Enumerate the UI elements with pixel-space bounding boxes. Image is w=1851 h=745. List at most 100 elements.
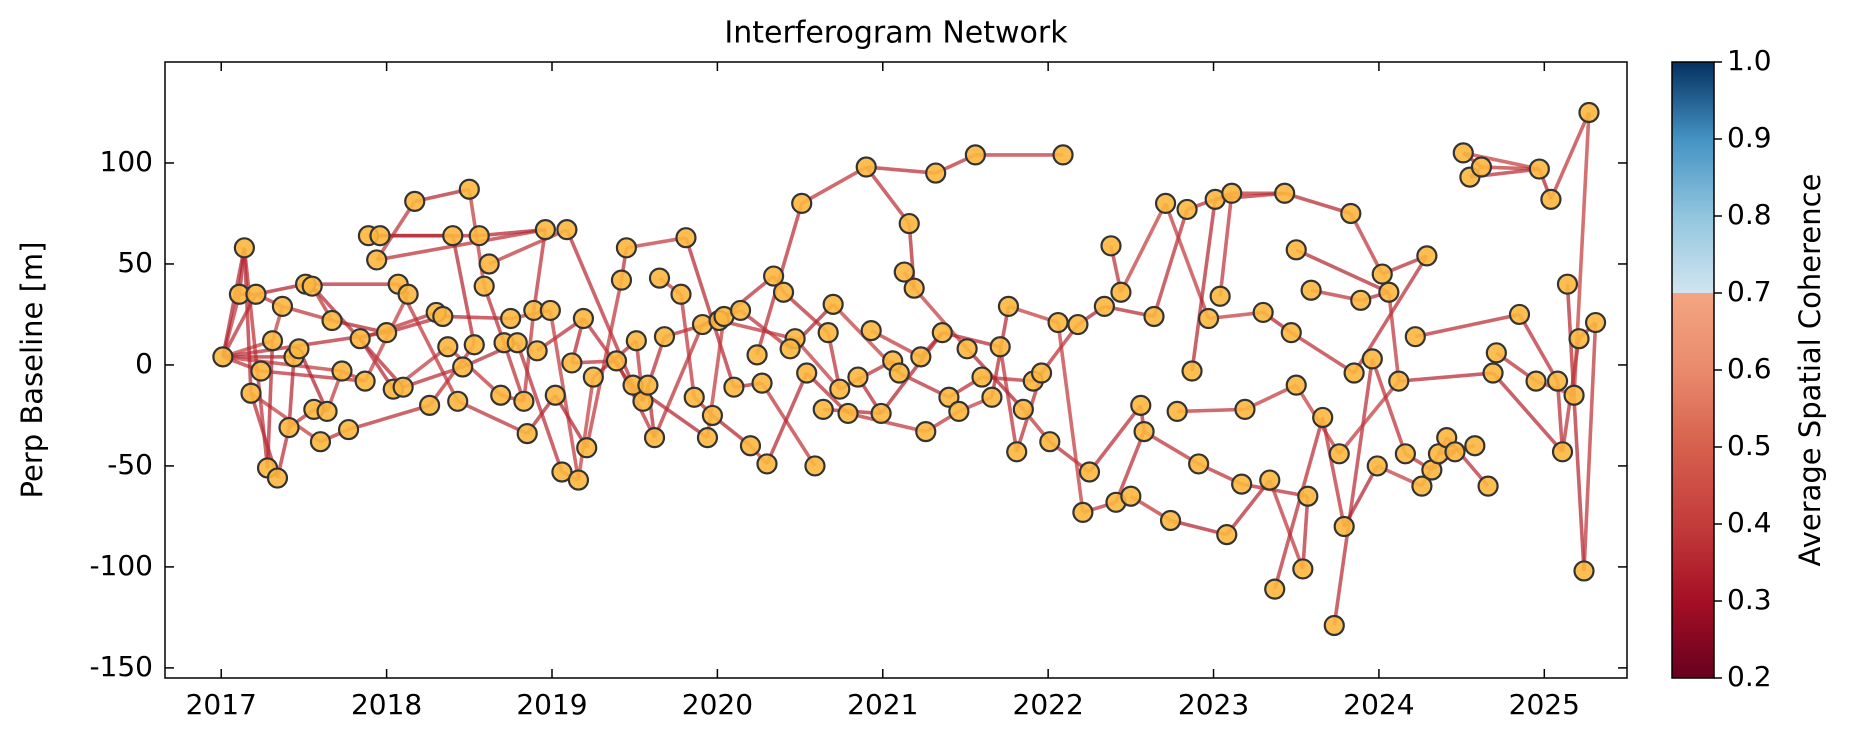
network-edge <box>1290 331 1356 375</box>
acquisition-point <box>915 421 937 443</box>
acquisition-point <box>855 156 877 178</box>
acquisition-point <box>1388 370 1410 392</box>
acquisition-point <box>701 404 724 427</box>
acquisition-point <box>643 427 666 449</box>
network-edge <box>684 237 736 388</box>
acquisition-point <box>432 305 454 328</box>
network-edge <box>866 165 936 175</box>
acquisition-point <box>1556 273 1579 295</box>
acquisition-point <box>245 283 267 305</box>
acquisition-point <box>561 352 583 374</box>
network-edge <box>864 165 911 225</box>
acquisition-point <box>637 374 659 396</box>
acquisition-point <box>746 344 768 366</box>
network-edge <box>1398 371 1494 383</box>
acquisition-point <box>490 384 512 406</box>
network-edge <box>376 227 546 262</box>
network-edge <box>451 235 477 346</box>
acquisition-point <box>526 340 548 362</box>
x-tick-label: 2017 <box>186 688 257 721</box>
acquisition-point <box>948 400 970 423</box>
acquisition-point <box>751 372 773 394</box>
y-tick-label: 50 <box>117 246 153 279</box>
network-edge <box>998 346 1019 453</box>
acquisition-point <box>653 326 676 348</box>
network-edge <box>249 391 322 444</box>
acquisition-point <box>1361 348 1383 370</box>
colorbar-tick-label: 0.2 <box>1727 660 1772 693</box>
acquisition-point <box>288 338 310 360</box>
network-edge <box>456 399 528 436</box>
network-edge <box>1190 199 1217 372</box>
acquisition-point <box>1039 431 1061 453</box>
network-edge <box>348 403 431 432</box>
edges <box>221 111 1598 626</box>
acquisition-point <box>261 330 284 352</box>
acquisition-point <box>1477 475 1499 497</box>
acquisition-point <box>349 328 371 350</box>
acquisition-point <box>452 356 474 378</box>
acquisition-point <box>1416 245 1438 267</box>
acquisition-point <box>723 376 745 398</box>
network-edge <box>1517 313 1560 383</box>
acquisition-point <box>817 322 839 344</box>
acquisition-point <box>1133 421 1155 443</box>
chart-title: Interferogram Network <box>724 16 1068 51</box>
acquisition-point <box>544 384 566 406</box>
network-edge <box>1152 208 1189 318</box>
acquisition-point <box>1159 509 1182 532</box>
network-edge <box>1565 284 1586 572</box>
acquisition-point <box>1120 485 1142 507</box>
acquisition-point <box>1470 156 1493 178</box>
acquisition-point <box>1154 192 1177 214</box>
acquisition-point <box>1052 144 1074 166</box>
acquisition-point <box>870 402 892 425</box>
acquisition-point <box>739 435 762 457</box>
network-edge <box>532 229 548 311</box>
acquisition-point <box>931 322 953 344</box>
acquisition-point <box>539 299 561 322</box>
colorbar-tick-label: 0.9 <box>1727 121 1772 154</box>
acquisition-point <box>468 225 490 247</box>
acquisition-point <box>301 275 323 297</box>
acquisition-point <box>1100 235 1122 257</box>
network-edge <box>1332 358 1375 626</box>
acquisition-point <box>1078 461 1101 483</box>
colorbar-tick-label: 0.4 <box>1727 506 1772 539</box>
acquisition-point <box>447 390 469 412</box>
acquisition-point <box>772 281 795 303</box>
acquisition-point <box>516 423 538 445</box>
colorbar-tick-label: 1.0 <box>1727 44 1772 77</box>
colorbar-tick-label: 0.8 <box>1727 198 1772 231</box>
acquisition-point <box>1584 311 1607 334</box>
network-edge <box>800 165 868 205</box>
acquisition-point <box>997 295 1020 317</box>
acquisition-point <box>478 253 500 275</box>
acquisition-point <box>938 386 960 408</box>
network-edge <box>515 342 564 473</box>
acquisition-point <box>1485 342 1507 364</box>
acquisition-point <box>1378 281 1400 303</box>
acquisition-point <box>756 453 778 475</box>
acquisition-point <box>605 350 628 372</box>
acquisition-point <box>1323 614 1345 637</box>
acquisition-point <box>463 334 485 356</box>
acquisition-point <box>1143 305 1165 328</box>
network-edge <box>652 323 705 439</box>
network-edge <box>1337 379 1401 455</box>
acquisition-point <box>233 237 255 259</box>
acquisition-point <box>1482 362 1504 384</box>
network-edge <box>442 314 511 321</box>
acquisition-point <box>1197 307 1220 330</box>
acquisition-point <box>250 360 272 382</box>
network-edge <box>375 200 417 261</box>
acquisition-point <box>1047 311 1069 334</box>
colorbar <box>1671 61 1715 679</box>
acquisition-point <box>331 360 353 382</box>
acquisition-point <box>1110 281 1132 303</box>
acquisition-point <box>1568 328 1590 350</box>
colorbar-tick-label: 0.6 <box>1727 352 1772 385</box>
acquisition-point <box>847 366 869 388</box>
acquisition-point <box>1444 441 1466 463</box>
y-tick-label: 0 <box>135 347 153 380</box>
